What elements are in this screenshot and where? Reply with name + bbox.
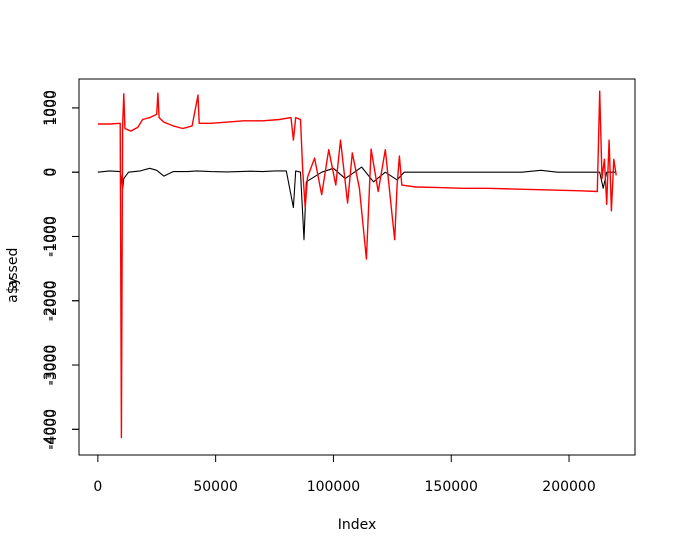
series-layer — [97, 90, 617, 439]
x-tick-label: 0 — [93, 479, 102, 495]
y-tick-label: -1000 — [44, 216, 60, 257]
y-tick-label: 0 — [42, 168, 58, 177]
y-tick-label: 0 — [44, 168, 60, 177]
y-tick-label: -1000 — [42, 216, 58, 257]
x-tick-label: 50000 — [193, 479, 238, 495]
series-line-2 — [97, 90, 617, 439]
x-axis: 0 50000 100000 150000 200000 — [93, 454, 596, 495]
y-tick-label: -4000 — [42, 409, 58, 450]
y-tick-label: -2000 — [44, 280, 60, 321]
y-axis-2: -4000 -3000 -2000 -1000 0 1000 — [42, 90, 80, 450]
y-tick-label: -3000 — [42, 345, 58, 386]
x-axis-label: Index — [338, 517, 377, 533]
x-tick-label: 100000 — [307, 479, 360, 495]
x-tick-label: 150000 — [425, 479, 478, 495]
y-axis-1: -4000 -3000 -2000 -1000 0 1000 — [44, 90, 80, 450]
series-line-1 — [97, 166, 617, 241]
y-tick-label: -3000 — [44, 345, 60, 386]
y-tick-label: 1000 — [44, 90, 60, 126]
y-tick-label: -4000 — [44, 409, 60, 450]
plot-frame — [78, 78, 636, 456]
x-tick-label: 200000 — [542, 479, 595, 495]
y-axis-label-2: assed — [5, 248, 21, 289]
y-tick-label: -2000 — [42, 280, 58, 321]
y-axis-label-1: a$y — [5, 277, 21, 303]
y-tick-label: 1000 — [42, 90, 58, 126]
